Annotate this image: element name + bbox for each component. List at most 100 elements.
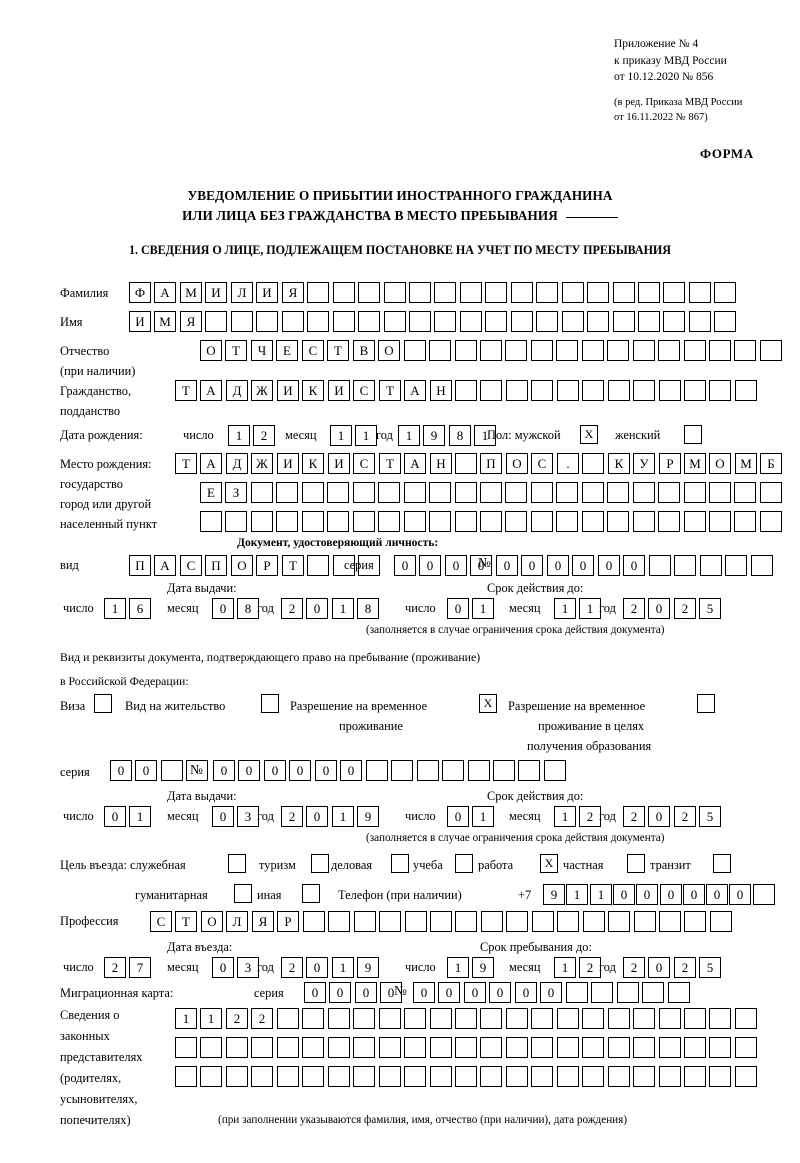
birthplace-line-1-cell[interactable]: М bbox=[735, 453, 757, 474]
stay-day-cell[interactable]: 1 bbox=[447, 957, 469, 978]
doc-type-cell[interactable]: П bbox=[205, 555, 227, 576]
birthplace-line-2-cell[interactable] bbox=[302, 482, 324, 503]
birthplace-line-2-cell[interactable] bbox=[582, 482, 604, 503]
doc-type-cell[interactable] bbox=[358, 555, 380, 576]
birthplace-line-2-cell[interactable] bbox=[378, 482, 400, 503]
birthplace-line-2-cell[interactable] bbox=[404, 482, 426, 503]
legal-rep-line-2-cell[interactable] bbox=[506, 1037, 528, 1058]
citizenship-cell[interactable] bbox=[582, 380, 604, 401]
birthplace-line-2-cell[interactable]: З bbox=[225, 482, 247, 503]
legal-rep-line-3-cell[interactable] bbox=[480, 1066, 502, 1087]
birthplace-line-3-cell[interactable] bbox=[582, 511, 604, 532]
legal-rep-line-3-cell[interactable] bbox=[251, 1066, 273, 1087]
doc-nomer-cell[interactable]: 0 bbox=[496, 555, 518, 576]
legal-rep-line-2-cell[interactable] bbox=[557, 1037, 579, 1058]
mig-nomer-cell[interactable] bbox=[642, 982, 664, 1003]
permit-nomer-cell[interactable] bbox=[366, 760, 388, 781]
firstname-cell[interactable] bbox=[613, 311, 635, 332]
patronymic-cell[interactable] bbox=[607, 340, 629, 361]
purpose-other-checkbox[interactable] bbox=[302, 884, 320, 903]
mig-seriya-cell[interactable]: 0 bbox=[355, 982, 377, 1003]
legal-rep-line-1-cell[interactable] bbox=[328, 1008, 350, 1029]
profession-cell[interactable]: Т bbox=[175, 911, 197, 932]
citizenship-cell[interactable] bbox=[608, 380, 630, 401]
mig-seriya-cell[interactable]: 0 bbox=[329, 982, 351, 1003]
firstname-cell[interactable] bbox=[460, 311, 482, 332]
doc-nomer-cell[interactable] bbox=[649, 555, 671, 576]
surname-cell[interactable] bbox=[358, 282, 380, 303]
legal-rep-line-2-cell[interactable] bbox=[328, 1037, 350, 1058]
permit-nomer-cell[interactable]: 0 bbox=[238, 760, 260, 781]
doc-type-cell[interactable]: П bbox=[129, 555, 151, 576]
citizenship-cell[interactable]: Ж bbox=[251, 380, 273, 401]
mig-seriya-cell[interactable]: 0 bbox=[380, 982, 402, 1003]
legal-rep-line-3-cell[interactable] bbox=[659, 1066, 681, 1087]
birthplace-line-3-cell[interactable] bbox=[251, 511, 273, 532]
permit-valid-day-cell[interactable]: 1 bbox=[472, 806, 494, 827]
doc-nomer-cell[interactable]: 0 bbox=[521, 555, 543, 576]
permit-issue-day-cell[interactable]: 0 bbox=[104, 806, 126, 827]
birthplace-line-2-cell[interactable] bbox=[429, 482, 451, 503]
patronymic-cell[interactable]: Ч bbox=[251, 340, 273, 361]
legal-rep-line-2-cell[interactable] bbox=[226, 1037, 248, 1058]
legal-rep-line-2-cell[interactable] bbox=[633, 1037, 655, 1058]
patronymic-cell[interactable] bbox=[684, 340, 706, 361]
legal-rep-line-1-cell[interactable] bbox=[430, 1008, 452, 1029]
phone-cell[interactable]: 0 bbox=[660, 884, 682, 905]
birthplace-line-3-cell[interactable] bbox=[556, 511, 578, 532]
legal-rep-line-2-cell[interactable] bbox=[302, 1037, 324, 1058]
patronymic-cell[interactable] bbox=[658, 340, 680, 361]
patronymic-cell[interactable]: Е bbox=[276, 340, 298, 361]
profession-cell[interactable] bbox=[379, 911, 401, 932]
profession-cell[interactable] bbox=[481, 911, 503, 932]
profession-cell[interactable] bbox=[659, 911, 681, 932]
legal-rep-line-3-cell[interactable] bbox=[175, 1066, 197, 1087]
legal-rep-line-1-cell[interactable]: 2 bbox=[251, 1008, 273, 1029]
birthplace-line-1-cell[interactable]: Р bbox=[659, 453, 681, 474]
birthplace-line-1-cell[interactable]: Т bbox=[379, 453, 401, 474]
legal-rep-line-3-cell[interactable] bbox=[531, 1066, 553, 1087]
permit-issue-year-cell[interactable]: 1 bbox=[332, 806, 354, 827]
birthplace-line-1-cell[interactable]: О bbox=[506, 453, 528, 474]
stay-year-cell[interactable]: 5 bbox=[699, 957, 721, 978]
phone-cell[interactable]: 1 bbox=[566, 884, 588, 905]
mig-nomer-cell[interactable]: 0 bbox=[489, 982, 511, 1003]
legal-rep-line-2-cell[interactable] bbox=[175, 1037, 197, 1058]
legal-rep-line-1-cell[interactable]: 1 bbox=[200, 1008, 222, 1029]
entry-year-cell[interactable]: 1 bbox=[332, 957, 354, 978]
mig-nomer-cell[interactable]: 0 bbox=[540, 982, 562, 1003]
legal-rep-line-3-cell[interactable] bbox=[735, 1066, 757, 1087]
birthplace-line-1-cell[interactable]: С bbox=[531, 453, 553, 474]
legal-rep-line-3-cell[interactable] bbox=[200, 1066, 222, 1087]
legal-rep-line-1-cell[interactable] bbox=[608, 1008, 630, 1029]
birthplace-line-1-cell[interactable]: С bbox=[353, 453, 375, 474]
patronymic-cell[interactable] bbox=[734, 340, 756, 361]
permit-valid-month-cell[interactable]: 1 bbox=[554, 806, 576, 827]
legal-rep-line-1-cell[interactable] bbox=[582, 1008, 604, 1029]
citizenship-cell[interactable]: Т bbox=[379, 380, 401, 401]
birthplace-line-2-cell[interactable] bbox=[276, 482, 298, 503]
citizenship-cell[interactable] bbox=[659, 380, 681, 401]
legal-rep-line-3-cell[interactable] bbox=[709, 1066, 731, 1087]
citizenship-cell[interactable]: С bbox=[353, 380, 375, 401]
doc-issue-year-cell[interactable]: 2 bbox=[281, 598, 303, 619]
permit-nomer-cell[interactable]: 0 bbox=[264, 760, 286, 781]
legal-rep-line-2-cell[interactable] bbox=[404, 1037, 426, 1058]
phone-cell[interactable]: 9 bbox=[543, 884, 565, 905]
patronymic-cell[interactable] bbox=[505, 340, 527, 361]
firstname-cell[interactable] bbox=[663, 311, 685, 332]
surname-cell[interactable] bbox=[562, 282, 584, 303]
birthplace-line-1-cell[interactable]: О bbox=[709, 453, 731, 474]
birthplace-line-1-cell[interactable]: . bbox=[557, 453, 579, 474]
legal-rep-line-2-cell[interactable] bbox=[531, 1037, 553, 1058]
phone-cell[interactable]: 0 bbox=[729, 884, 751, 905]
birthplace-line-3-cell[interactable] bbox=[633, 511, 655, 532]
mig-seriya-cell[interactable]: 0 bbox=[304, 982, 326, 1003]
permit-seriya-cell[interactable]: 0 bbox=[110, 760, 132, 781]
birthplace-line-2-cell[interactable] bbox=[760, 482, 782, 503]
stay-month-cell[interactable]: 1 bbox=[554, 957, 576, 978]
legal-rep-line-1-cell[interactable] bbox=[633, 1008, 655, 1029]
patronymic-cell[interactable] bbox=[429, 340, 451, 361]
purpose-work-checkbox[interactable]: X bbox=[540, 854, 558, 873]
surname-cell[interactable]: Л bbox=[231, 282, 253, 303]
